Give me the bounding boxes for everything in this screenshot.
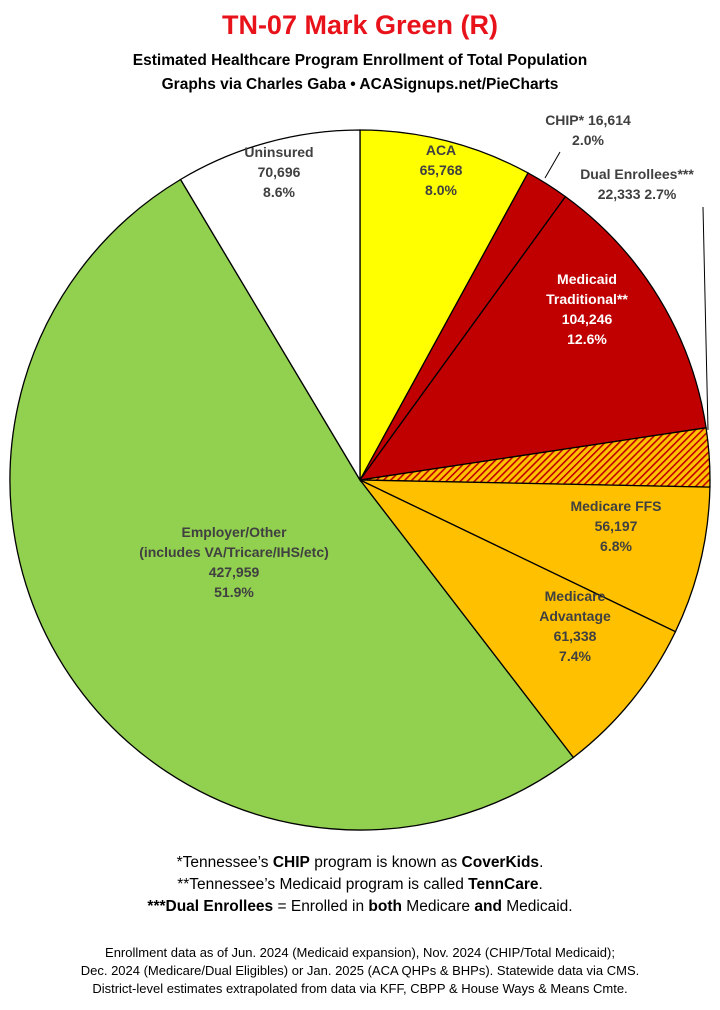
slice-label-medicaid-traditional: Medicaid Traditional** 104,246 12.6% (546, 271, 628, 347)
pie-slice-medicaid-traditional (358, 195, 707, 481)
source-line-1: Enrollment data as of Jun. 2024 (Medicai… (105, 945, 615, 960)
pie-slice-uninsured (179, 129, 361, 483)
pie-chart: ACA 65,768 8.0% CHIP* 16,614 2.0% Medicaid Tra… (9, 112, 711, 831)
pie-slice-medicare-ffs (359, 479, 711, 633)
pie-slice-aca (359, 129, 529, 481)
slice-label-chip: CHIP* 16,614 2.0% (545, 112, 631, 148)
pie-slice-employer-other (9, 178, 575, 831)
source-line-2: Dec. 2024 (Medicare/Dual Eligibles) or J… (80, 963, 640, 978)
slice-label-aca: ACA 65,768 8.0% (420, 142, 463, 198)
leader-line-chip (544, 151, 561, 179)
footnote-chip: *Tennessee’s CHIP program is known as Co… (176, 854, 544, 871)
chart-credit: Graphs via Charles Gaba • ACASignups.net… (161, 76, 559, 93)
slice-label-employer-other: Employer/Other (includes VA/Tricare/IHS/e… (139, 524, 329, 600)
pie-slice-medicare-advantage (359, 479, 677, 759)
source-line-3: District-level estimates extrapolated fr… (92, 981, 628, 996)
slice-label-medicare-ffs: Medicare FFS 56,197 6.8% (570, 498, 661, 554)
footnote-dual: ***Dual Enrollees = Enrolled in both Med… (147, 898, 573, 915)
footnotes: *Tennessee’s CHIP program is known as Co… (0, 852, 720, 918)
slice-label-medicare-advantage: Medicare Advantage 61,338 7.4% (539, 588, 611, 664)
chart-subtitle: Estimated Healthcare Program Enrollment … (132, 52, 588, 69)
source-notes: Enrollment data as of Jun. 2024 (Medicai… (0, 944, 720, 998)
footnote-medicaid: **Tennessee’s Medicaid program is called… (177, 876, 543, 893)
leader-line-dual-enrollees (702, 206, 709, 431)
slice-label-dual-enrollees: Dual Enrollees*** 22,333 2.7% (580, 166, 694, 202)
chart-title: TN-07 Mark Green (R) (221, 10, 499, 40)
slice-label-uninsured: Uninsured 70,696 8.6% (244, 144, 313, 200)
